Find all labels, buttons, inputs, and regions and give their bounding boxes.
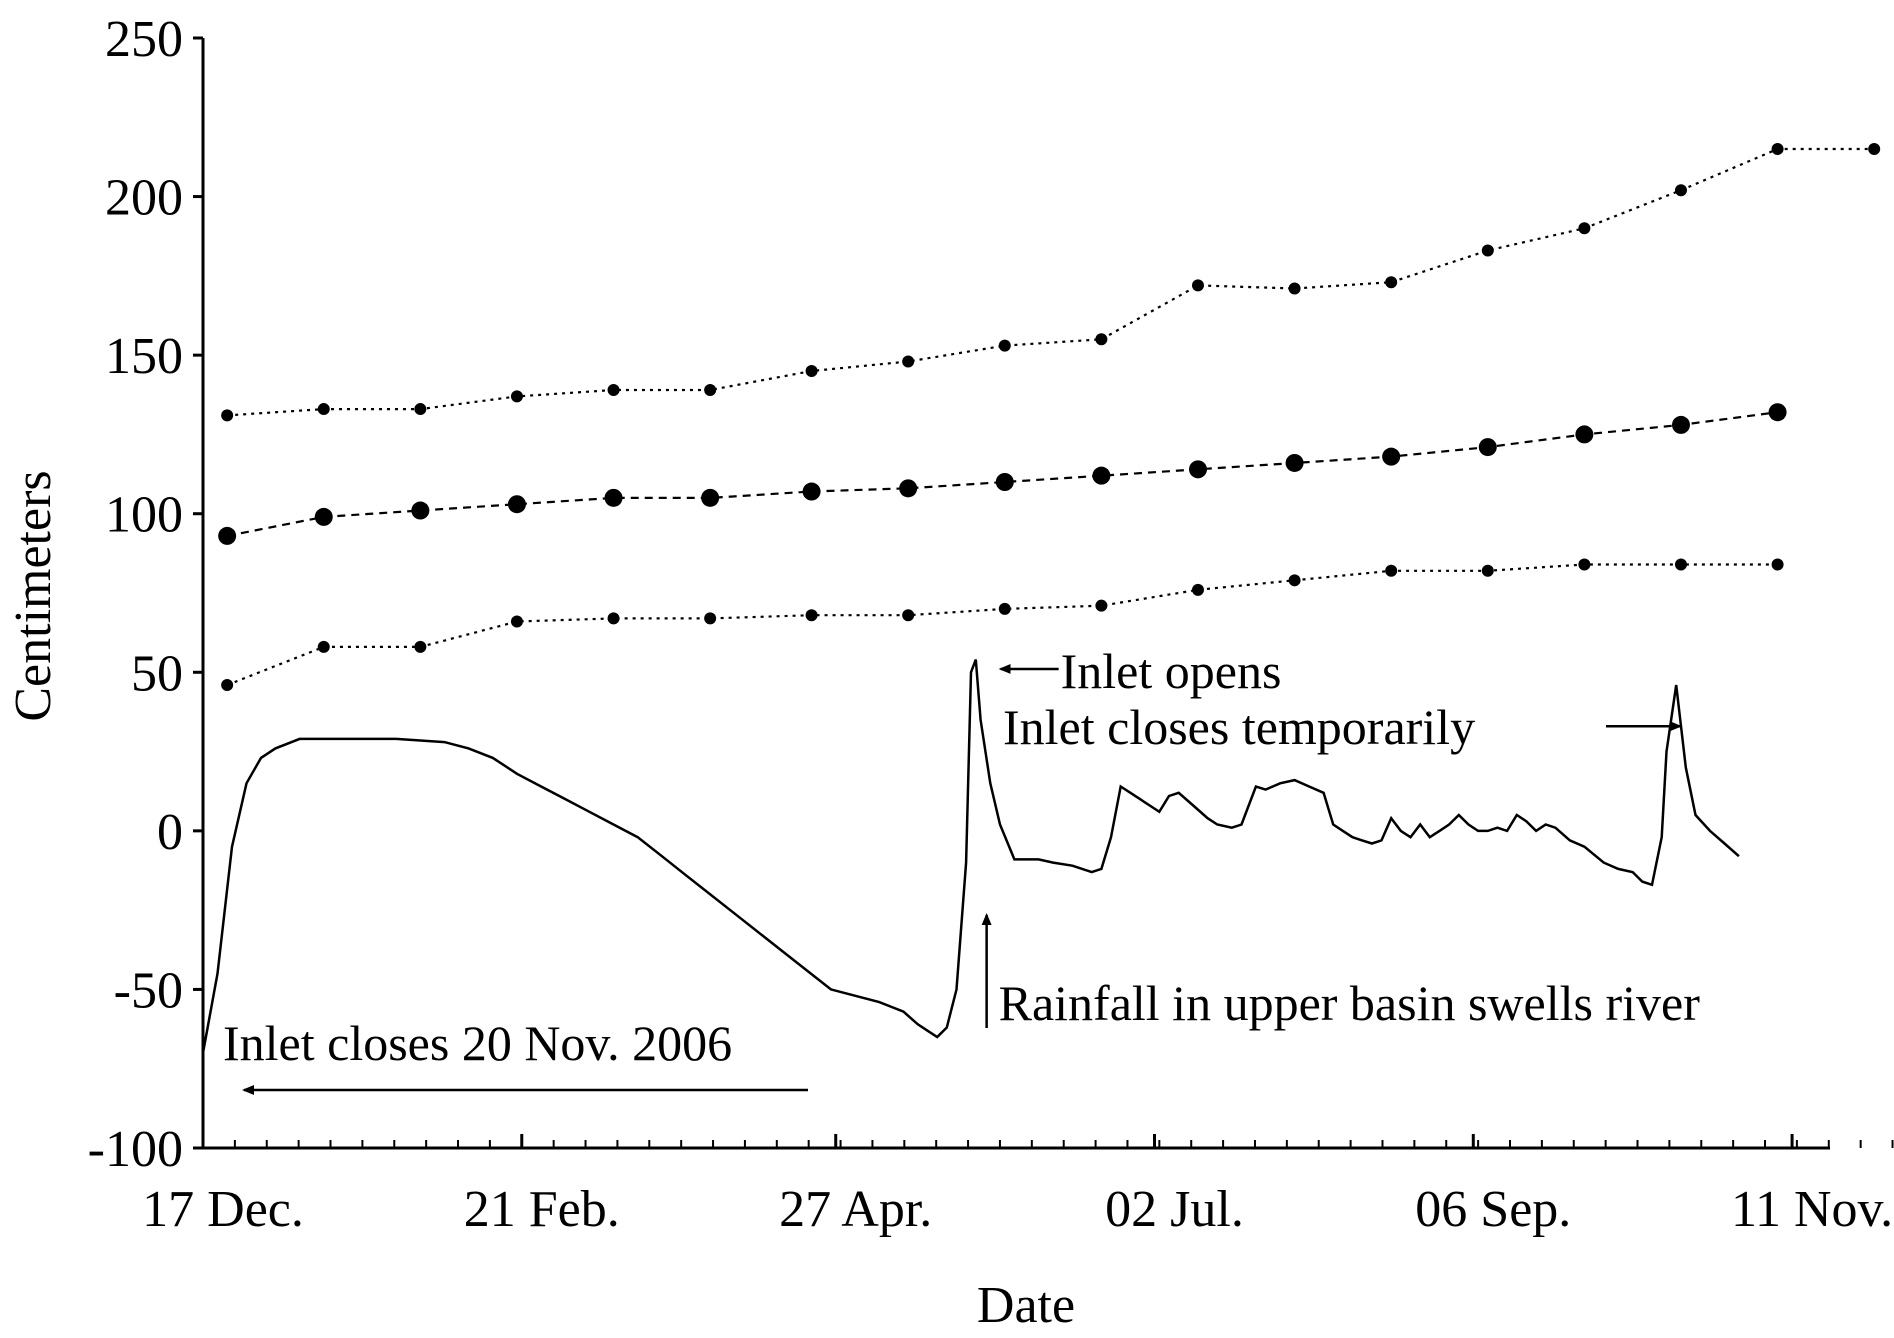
series-1-point [998,339,1011,352]
series-1-point [902,355,915,368]
series-2-point [899,479,918,498]
series-3-point [1674,558,1687,571]
series-2-point [1092,466,1111,485]
series-line-2 [226,411,1778,537]
series-3-point [1191,583,1204,596]
x-tick-label: 21 Feb. [464,1181,620,1238]
series-3-point [704,612,717,625]
y-tick-label: 100 [105,487,183,544]
series-line-3 [226,563,1778,687]
series-3-point [607,612,620,625]
y-tick-label: 150 [105,328,183,385]
series-3-point [1578,558,1591,571]
series-1-point [1771,143,1784,155]
series-3-point [221,678,234,691]
series-1-point [510,390,523,403]
series-2-point [995,473,1014,491]
inlet-closes-label: Inlet closes 20 Nov. 2006 [223,1015,732,1071]
series-3-point [317,640,330,653]
series-1-point [704,384,717,397]
x-tick-label: 11 Nov. [1731,1181,1893,1238]
series-2-point [507,495,526,514]
series-1-point [1191,279,1204,292]
series-2-point [314,507,333,526]
series-2-point [1285,453,1304,472]
series-1-point [1868,143,1881,155]
series-1-point [1674,184,1687,197]
series-1-point [1481,244,1494,257]
series-layer [201,143,1881,1054]
series-2-point [1671,415,1690,434]
series-1-point [1385,276,1398,289]
y-tick-label: -100 [88,1121,183,1178]
y-tick-label: 50 [131,645,183,702]
series-3-point [902,609,915,622]
rainfall-label: Rainfall in upper basin swells river [999,975,1701,1031]
series-3-point [1095,599,1108,612]
series-1-point [607,384,620,397]
x-tick-label: 06 Sep. [1415,1181,1571,1238]
series-2-point [1382,447,1401,466]
series-2-point [1188,460,1207,479]
y-axis-title: Centimeters [5,470,62,721]
series-3-point [510,615,523,628]
series-2-point [1478,438,1497,457]
series-2-point [1575,425,1594,444]
y-tick-label: 0 [157,804,183,861]
x-ticks: 17 Dec. 21 Feb. 27 Apr. 02 Jul. 06 Sep. 11 No… [142,1134,1893,1238]
series-2-point [604,488,623,507]
series-3-point [1771,558,1784,571]
y-tick-label: 200 [105,170,183,227]
series-2-point [218,526,237,545]
series-1-point [317,403,330,416]
series-1-point [414,403,427,416]
series-3-point [1288,574,1301,587]
series-3-point [1481,564,1494,577]
inlet-opens-label: Inlet opens [1061,643,1282,699]
series-2-point [411,501,430,520]
series-1-point [1578,222,1591,235]
series-1-point [805,365,818,377]
y-tick-label: 250 [105,11,183,68]
x-tick-label: 27 Apr. [779,1181,932,1238]
x-minor-ticks [202,1140,1894,1148]
series-line-1 [227,147,1875,417]
x-tick-label: 17 Dec. [142,1181,304,1238]
series-2-point [802,482,821,501]
series-2-point [701,488,720,507]
series-3-point [805,609,818,622]
series-1-point [1095,333,1108,346]
y-ticks: 250 200 150 100 50 0 -50 -100 [88,11,203,1178]
series-3-point [1385,564,1398,577]
x-axis-title: Date [977,1277,1075,1334]
series-3-point [414,640,427,653]
series-line-4 [201,659,1740,1054]
series-1-point [221,409,234,422]
series-1-point [1288,282,1301,295]
x-tick-label: 02 Jul. [1105,1181,1244,1238]
series-2-point [1768,403,1787,422]
y-tick-label: -50 [114,962,183,1019]
inlet-closes-temporarily-label: Inlet closes temporarily [1003,699,1475,755]
series-3-point [998,602,1011,615]
